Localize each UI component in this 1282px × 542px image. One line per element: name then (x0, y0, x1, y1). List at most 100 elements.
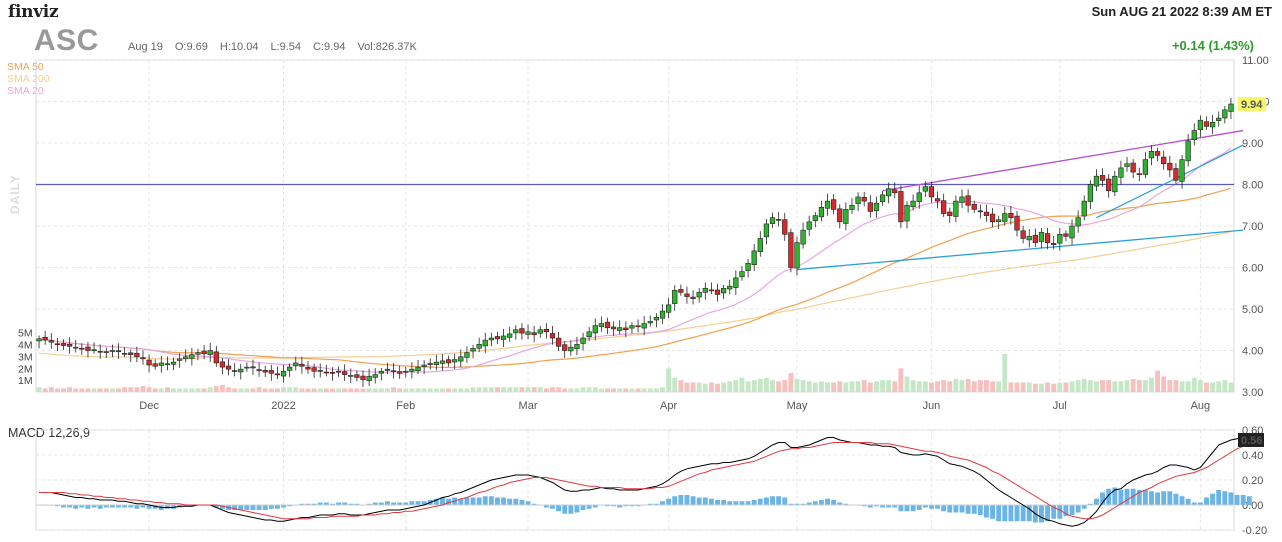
macd-histogram-bar (751, 500, 757, 505)
macd-histogram-bar (592, 505, 598, 508)
volume-bar (990, 381, 996, 392)
macd-tick-label: 0.20 (1242, 475, 1263, 487)
macd-histogram-bar (959, 505, 965, 513)
macd-histogram-bar (531, 503, 537, 505)
candle-body (250, 366, 256, 369)
candle-body (519, 328, 525, 334)
volume-bar (103, 388, 109, 392)
candle-body (360, 375, 366, 380)
macd-histogram-bar (1075, 505, 1081, 513)
volume-bar (1204, 382, 1209, 392)
macd-histogram-bar (519, 500, 525, 505)
macd-histogram-bar (1087, 503, 1093, 505)
volume-bar (1228, 382, 1234, 392)
macd-histogram-bar (440, 497, 445, 505)
volume-bar (519, 387, 525, 392)
volume-bar (1087, 380, 1093, 392)
volume-bar (409, 388, 415, 392)
candle-body (1026, 236, 1032, 241)
candle-body (604, 321, 611, 328)
ohlc-low: L:9.54 (270, 41, 302, 53)
macd-histogram-bar (134, 505, 140, 509)
macd-histogram-bar (843, 503, 849, 505)
macd-histogram-bar (1094, 498, 1099, 505)
candle-body (977, 210, 983, 213)
macd-histogram-bar (1222, 491, 1228, 505)
candle-body (983, 211, 990, 216)
legend-sma20: SMA 20 (7, 85, 44, 97)
volume-bar (916, 381, 922, 392)
price-panel-frame (35, 59, 1235, 393)
y-tick-label: 4.00 (1242, 346, 1263, 358)
macd-histogram-bar (965, 505, 971, 514)
macd-histogram-bar (684, 495, 690, 505)
volume-bar (281, 387, 286, 392)
volume-bar (763, 377, 769, 392)
macd-histogram-bar (922, 505, 928, 508)
volume-bar (910, 380, 916, 392)
finviz-logo[interactable]: finviz (8, 2, 59, 22)
candle-body (91, 349, 97, 351)
macd-histogram-bar (898, 505, 904, 512)
volume-bar (1130, 378, 1136, 392)
macd-histogram-bar (1069, 505, 1075, 515)
volume-bar (733, 380, 739, 392)
volume-bar (79, 388, 85, 392)
candle-body (757, 238, 763, 252)
macd-histogram-bar (1185, 498, 1191, 505)
volume-bar (226, 387, 231, 392)
last-price-value: 9.94 (1241, 99, 1263, 111)
candle-body (1167, 162, 1173, 171)
macd-histogram-bar (861, 505, 867, 507)
last-price-tag (1238, 96, 1266, 111)
candle-body (1142, 159, 1148, 175)
volume-bar (1051, 383, 1057, 392)
macd-histogram-bar (910, 505, 916, 512)
volume-bar (158, 388, 164, 392)
volume-bar (1045, 382, 1051, 392)
candle-body (812, 215, 818, 221)
candle-body (152, 363, 158, 367)
volume-bar (116, 388, 121, 392)
macd-histogram-bar (1228, 492, 1234, 505)
candle-body (183, 356, 189, 360)
candle-body (910, 200, 916, 208)
macd-histogram-bar (1081, 505, 1087, 509)
macd-histogram-bar (1039, 505, 1044, 523)
macd-histogram-bar (287, 505, 293, 507)
volume-bar (177, 388, 183, 392)
volume-bar (354, 388, 360, 392)
candle-body (965, 195, 971, 206)
macd-histogram-bar (880, 505, 885, 508)
macd-histogram-bar (238, 505, 244, 510)
candle-body (66, 343, 73, 347)
candle-body (641, 323, 647, 329)
support-trendline-steep (1096, 144, 1244, 219)
volume-bar (458, 388, 464, 392)
candle-body (513, 329, 519, 334)
volume-bar (1069, 381, 1075, 392)
macd-histogram-bar (916, 505, 922, 510)
candle-body (323, 371, 329, 374)
candle-body (256, 369, 262, 371)
macd-histogram-bar (977, 505, 983, 515)
candle-body (115, 350, 122, 353)
macd-histogram-bar (928, 505, 934, 509)
volume-bar (690, 382, 696, 392)
volume-bar (433, 388, 439, 392)
macd-histogram-bar (152, 505, 158, 509)
candle-body (1216, 117, 1222, 121)
macd-histogram-bar (97, 505, 103, 509)
y-tick-label: 8.00 (1242, 180, 1263, 192)
macd-histogram-bar (488, 496, 494, 505)
macd-histogram-bar (800, 503, 806, 505)
candle-body (1154, 151, 1161, 156)
volume-bar (109, 388, 115, 392)
candle-body (610, 326, 617, 330)
candle-body (751, 250, 757, 266)
macd-histogram-bar (274, 505, 280, 509)
candle-body (996, 219, 1002, 222)
candle-body (959, 196, 965, 203)
x-tick-label: Aug (1191, 400, 1211, 412)
